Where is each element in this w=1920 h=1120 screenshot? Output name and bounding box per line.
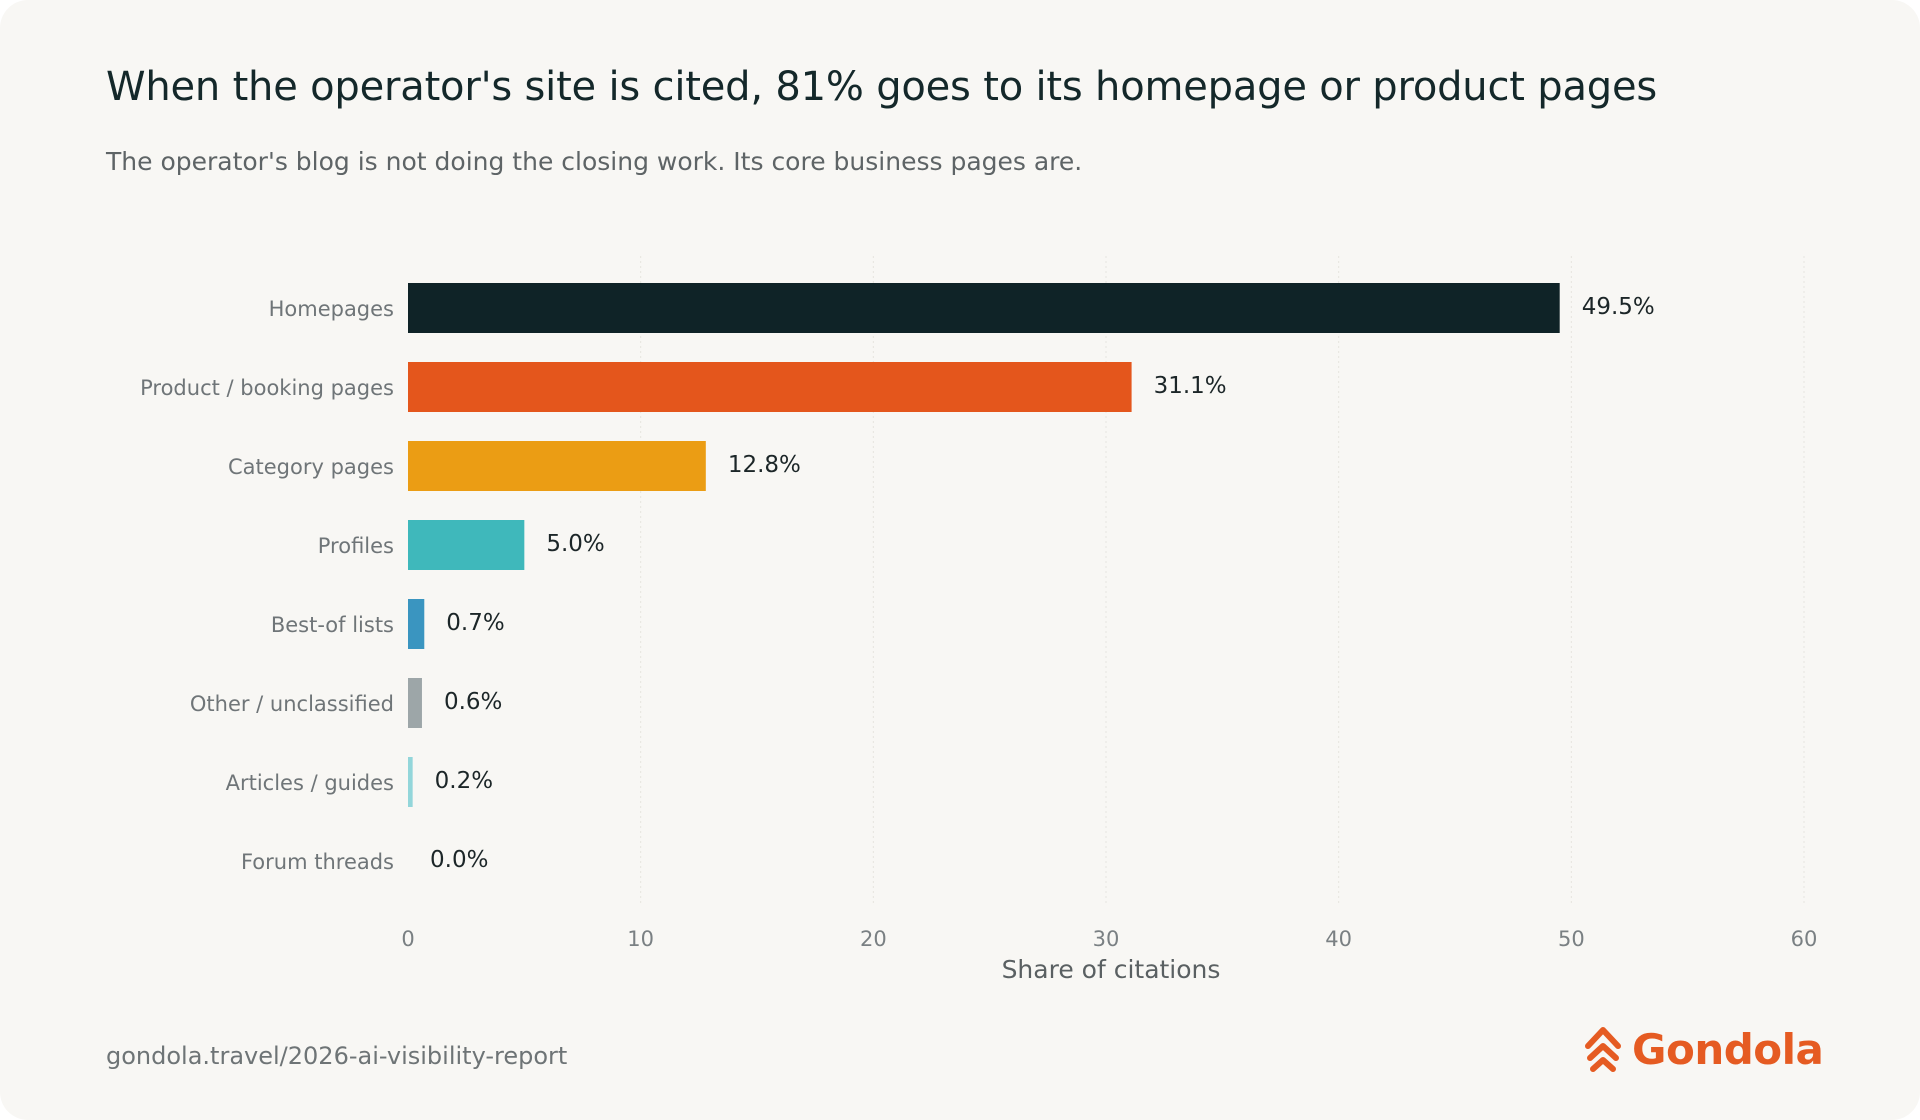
brand-logo: Gondola [1582, 1024, 1824, 1074]
x-tick-label: 20 [860, 927, 887, 951]
category-label: Profiles [318, 534, 394, 558]
chart-subtitle: The operator's blog is not doing the clo… [106, 147, 1083, 176]
value-label: 0.0% [430, 847, 488, 873]
value-label: 0.7% [446, 610, 504, 636]
bars [408, 283, 1560, 807]
x-tick-label: 30 [1093, 927, 1120, 951]
bar[interactable] [408, 678, 422, 728]
value-label: 0.6% [444, 689, 502, 715]
value-label: 49.5% [1582, 294, 1655, 320]
brand-name: Gondola [1632, 1024, 1824, 1074]
category-label: Homepages [269, 297, 394, 321]
bar[interactable] [408, 520, 525, 570]
x-tick-label: 50 [1558, 927, 1585, 951]
bar[interactable] [408, 757, 413, 807]
category-label: Best-of lists [271, 613, 394, 637]
x-tick-label: 0 [401, 927, 414, 951]
bar[interactable] [408, 441, 706, 491]
bar[interactable] [408, 599, 425, 649]
gondola-logo-icon [1585, 1027, 1621, 1072]
footer-url[interactable]: gondola.travel/2026-ai-visibility-report [106, 1042, 568, 1070]
category-label: Articles / guides [226, 771, 394, 795]
grid-lines [640, 256, 1805, 906]
labels: 0 10 20 30 40 50 60 Homepages 49.5% Product / boo… [140, 294, 1817, 951]
value-label: 31.1% [1154, 373, 1227, 399]
x-tick-label: 10 [627, 927, 654, 951]
category-label: Forum threads [241, 850, 394, 874]
x-tick-label: 40 [1325, 927, 1352, 951]
bar[interactable] [408, 362, 1132, 412]
category-label: Category pages [228, 455, 394, 479]
value-label: 5.0% [546, 531, 604, 557]
bar[interactable] [408, 283, 1560, 333]
chart-title: When the operator's site is cited, 81% g… [106, 64, 1657, 110]
value-label: 12.8% [728, 452, 801, 478]
x-axis-label: Share of citations [1002, 955, 1221, 984]
category-label: Product / booking pages [140, 376, 394, 400]
value-label: 0.2% [435, 768, 493, 794]
x-tick-label: 60 [1791, 927, 1818, 951]
category-label: Other / unclassified [190, 692, 394, 716]
